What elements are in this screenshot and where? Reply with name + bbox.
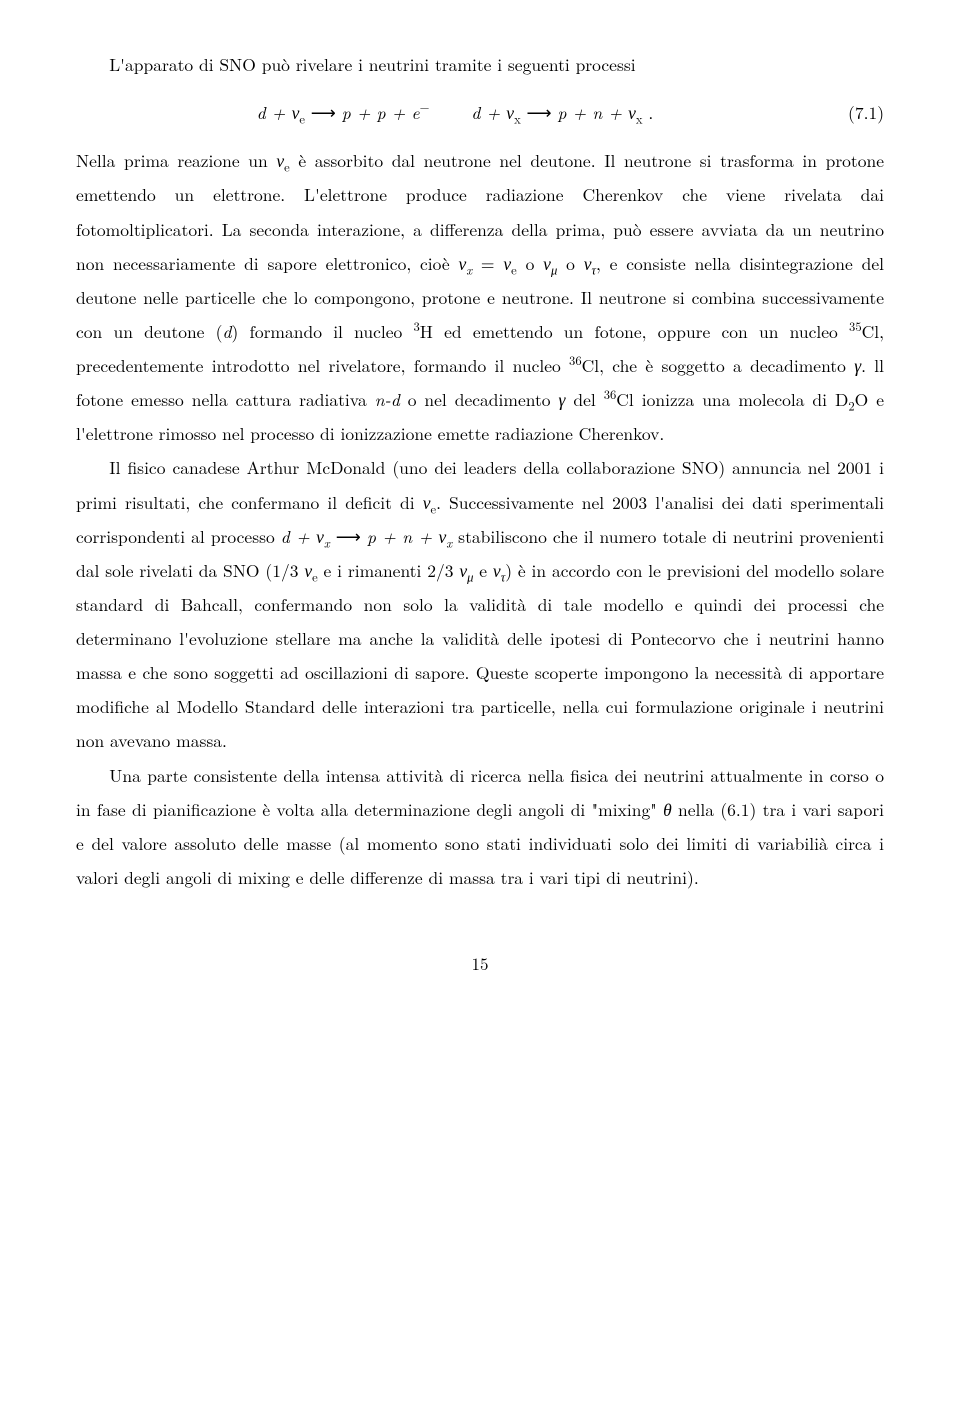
text: H ed emettendo un fotone, oppure con un …	[420, 319, 849, 344]
text: del	[565, 387, 603, 412]
symbol-nu: ν	[276, 148, 284, 173]
eq-arrow: ⟶	[305, 100, 342, 125]
page-number: 15	[76, 947, 884, 980]
paragraph-3: Una parte consistente della intensa atti…	[76, 759, 884, 896]
eq-sup: −	[420, 98, 430, 116]
text: ) è in accordo con le previsioni del mod…	[76, 558, 884, 754]
text: o nel decadimento	[400, 387, 559, 412]
eq-arrow: ⟶	[521, 100, 558, 125]
symbol-nd: n-d	[375, 387, 400, 412]
symbol-nu: ν	[503, 251, 511, 276]
text: o	[557, 251, 583, 276]
eq-sub: x	[636, 110, 643, 128]
sup: 35	[849, 317, 862, 335]
eq-inline: d + νx ⟶ p + n + νx	[281, 524, 452, 549]
eq-term: p + n + ν	[557, 100, 635, 125]
sup: 36	[604, 385, 617, 403]
text: e	[473, 558, 492, 583]
eq-period: .	[643, 100, 654, 125]
text: ) formando il nucleo	[231, 319, 413, 344]
text: =	[472, 251, 503, 276]
symbol-nu: ν	[493, 558, 501, 583]
equation-7-1: d + νe ⟶ p + p + e−d + νx ⟶ p + n + νx .…	[76, 96, 884, 130]
sup: 36	[569, 351, 582, 369]
paragraph-1: Nella prima reazione un νe è assorbito d…	[76, 144, 884, 451]
eq-term: d + ν	[471, 100, 514, 125]
equation-number: (7.1)	[834, 96, 884, 130]
equation-content: d + νe ⟶ p + p + e−d + νx ⟶ p + n + νx .	[76, 96, 834, 130]
eq-term: d + ν	[257, 100, 300, 125]
eq-term: p + p + e	[342, 100, 420, 125]
symbol-theta: θ	[663, 797, 672, 822]
intro-text: L'apparato di SNO può rivelare i neutrin…	[76, 48, 884, 82]
eq-sub: x	[514, 110, 521, 128]
text: Nella prima reazione un	[76, 148, 276, 173]
symbol-nu: ν	[543, 251, 551, 276]
text: Cl ionizza una molecola di D	[616, 387, 848, 412]
paragraph-2: Il fisico canadese Arthur McDonald (uno …	[76, 451, 884, 758]
text: Cl, che è soggetto a decadimento	[582, 353, 855, 378]
symbol-nu: ν	[459, 558, 467, 583]
symbol-nu: ν	[304, 558, 312, 583]
text: e i rimanenti 2/3	[318, 558, 460, 583]
text: o	[517, 251, 543, 276]
